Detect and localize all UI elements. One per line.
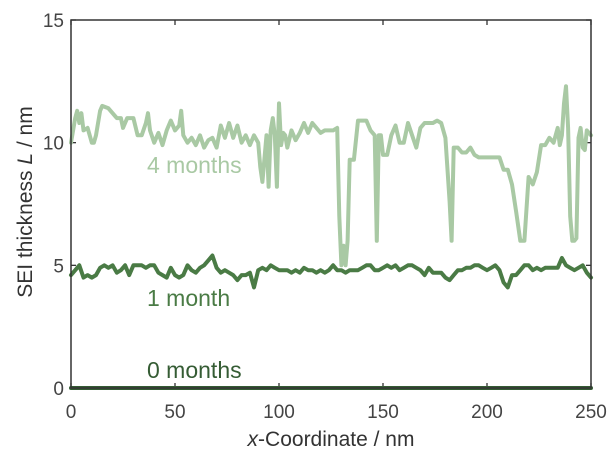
x-axis-title: x-Coordinate / nm [247,428,415,451]
plot-frame-layer [70,19,592,389]
x-tick-label: 250 [575,402,607,423]
plot-frame [70,19,592,389]
y-tick-label: 15 [43,11,64,32]
series-label-0: 4 months [147,152,242,178]
series-line-1 [69,253,593,290]
ticks-layer: 0 50 100 150 200 250 0 5 10 15 [43,11,607,423]
y-axis-title: SEI thickness L / nm [14,106,37,297]
x-tick-label: 100 [263,402,295,423]
y-tick-label: 5 [53,256,64,277]
x-tick-label: 50 [164,402,185,423]
series-layer [69,84,593,390]
series-line-0 [69,84,593,268]
series-label-1: 1 month [147,285,230,311]
x-tick-label: 150 [367,402,399,423]
x-tick-label: 200 [471,402,503,423]
series-labels-layer: 4 months 1 month 0 months [147,152,242,383]
y-tick-label: 10 [43,134,64,155]
x-tick-label: 0 [66,402,77,423]
series-label-2: 0 months [147,357,242,383]
y-tick-label: 0 [53,379,64,400]
